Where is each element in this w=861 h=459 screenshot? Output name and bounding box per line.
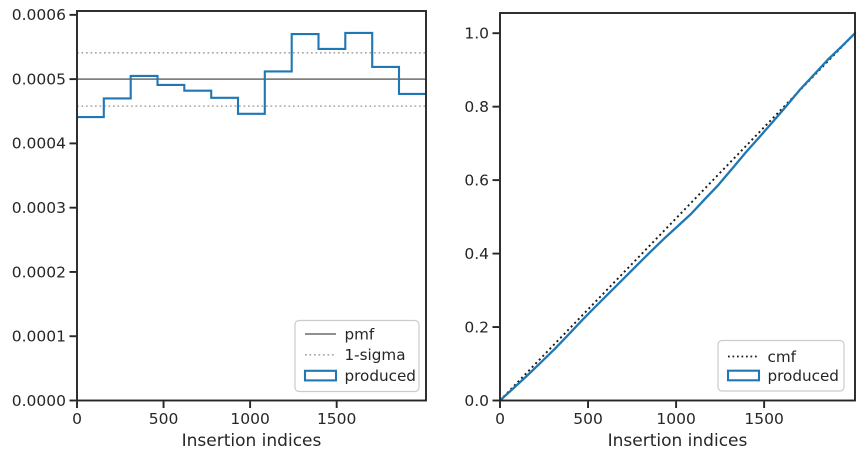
cmf-plot: 0 500 1000 1500 0.0 0.2 0.4 0.6 0.8 1.0 cmfproduce… bbox=[464, 12, 857, 428]
x-tick-label: 1500 bbox=[744, 410, 783, 428]
pmf-legend: pmf 1-sigma produced bbox=[294, 319, 420, 393]
produced-step-histogram bbox=[77, 31, 426, 119]
x-tick-label: 0 bbox=[495, 410, 505, 428]
x-tick-label: 0 bbox=[72, 410, 82, 428]
legend-swatch-produced bbox=[726, 369, 761, 382]
y-tick-label: 1.0 bbox=[464, 25, 489, 43]
x-tick-label: 1000 bbox=[230, 410, 269, 428]
x-tick-label: 500 bbox=[149, 410, 179, 428]
y-tick-label: 0.6 bbox=[464, 171, 489, 189]
y-tick-label: 0.0001 bbox=[12, 328, 66, 346]
cmf-line bbox=[499, 32, 856, 402]
legend-label: produced bbox=[345, 367, 416, 385]
legend-label: cmf bbox=[768, 348, 797, 366]
y-tick-label: 0.0006 bbox=[12, 6, 66, 24]
plot-frame bbox=[76, 10, 427, 402]
x-axis-label-left: Insertion indices bbox=[181, 431, 322, 451]
legend-label: pmf bbox=[345, 325, 375, 343]
y-tick-label: 0.4 bbox=[464, 245, 489, 263]
y-tick-label: 0.0004 bbox=[12, 135, 66, 153]
x-tick-label: 1000 bbox=[656, 410, 695, 428]
y-tick-label: 0.0005 bbox=[12, 70, 66, 88]
legend-swatch-produced bbox=[303, 369, 338, 382]
y-tick-label: 0.0 bbox=[464, 392, 489, 410]
y-tick-label: 0.0002 bbox=[12, 263, 66, 281]
y-tick-label: 0.0003 bbox=[12, 199, 66, 217]
legend-label: produced bbox=[768, 367, 839, 385]
x-axis-label-right: Insertion indices bbox=[607, 431, 748, 451]
legend-label: 1-sigma bbox=[345, 346, 406, 364]
y-tick-label: 0.0000 bbox=[12, 392, 66, 410]
produced-cdf-line bbox=[498, 32, 857, 402]
plot-frame bbox=[499, 12, 856, 402]
y-tick-label: 0.2 bbox=[464, 318, 489, 336]
x-tick-label: 500 bbox=[573, 410, 603, 428]
pmf-plot: 0 500 1000 1500 0.0000 0.0001 0.0002 0.0003 0.00… bbox=[12, 6, 427, 428]
x-tick-label: 1500 bbox=[317, 410, 356, 428]
y-tick-label: 0.8 bbox=[464, 98, 489, 116]
